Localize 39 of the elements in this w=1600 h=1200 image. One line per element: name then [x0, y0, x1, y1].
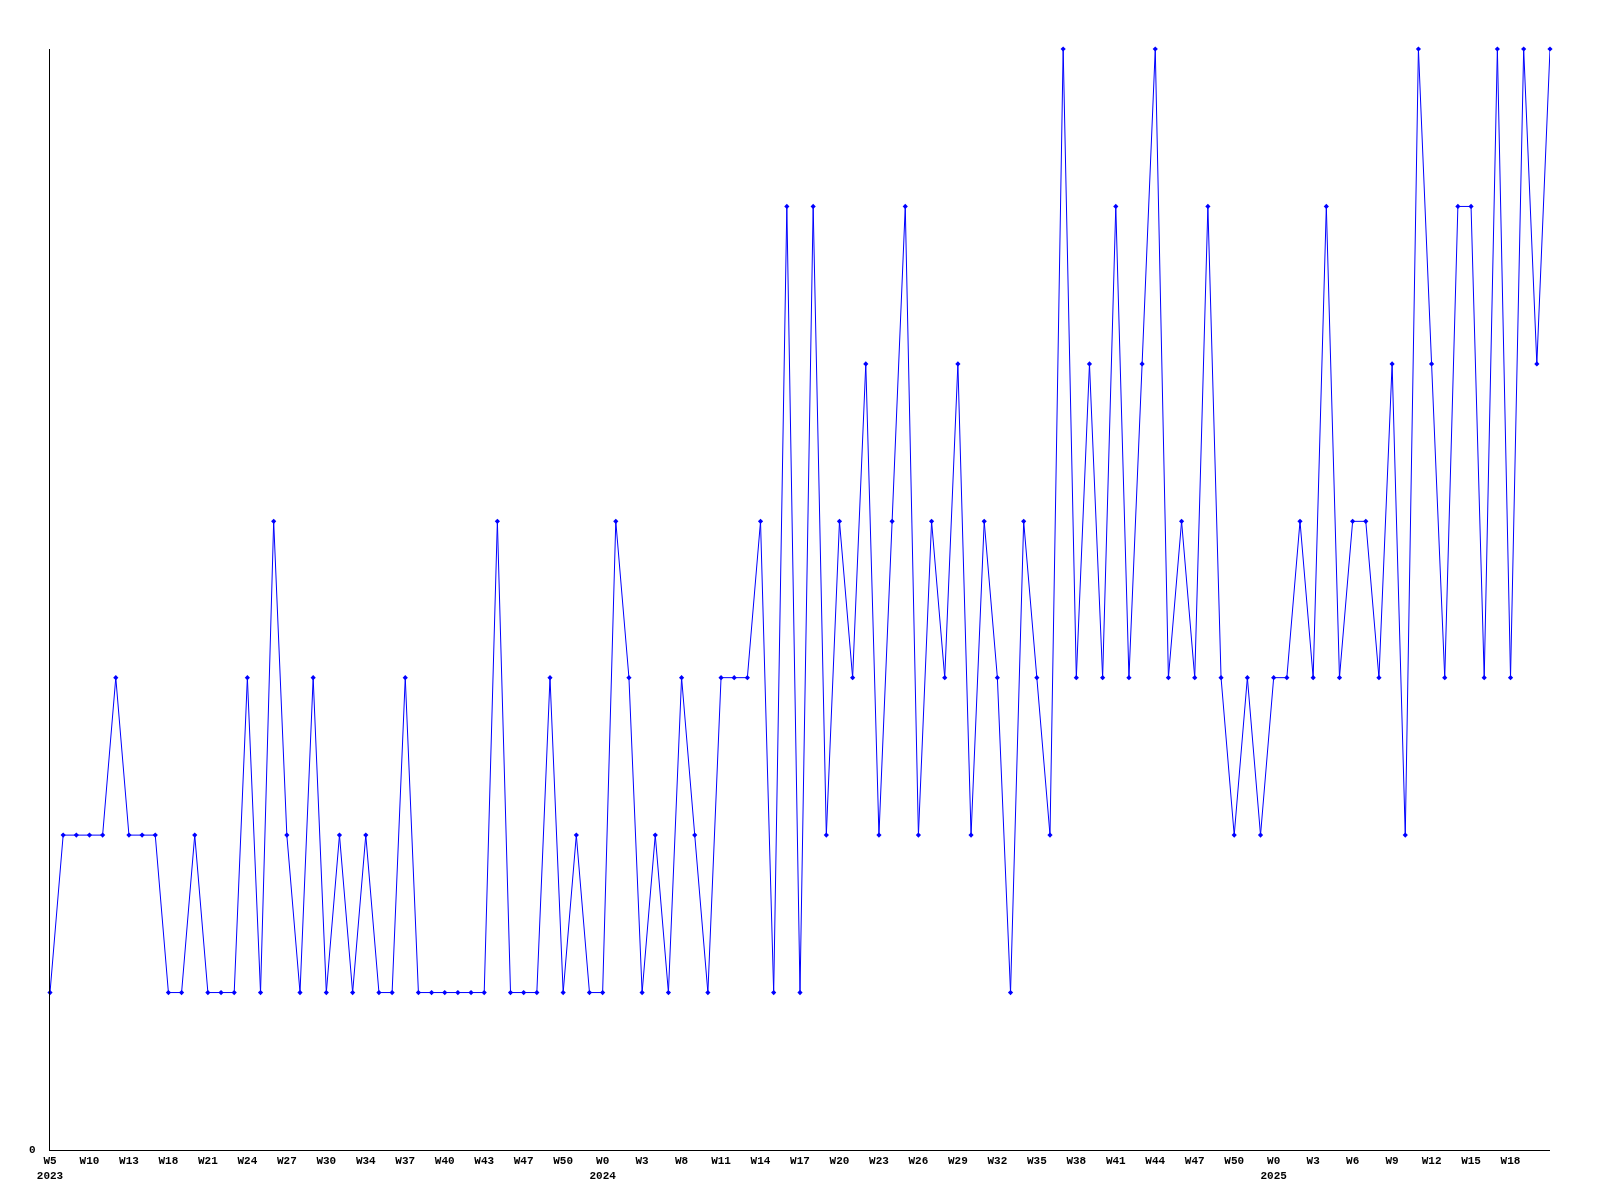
- x-tick-label: W43: [474, 1155, 495, 1168]
- x-tick-label: W38: [1066, 1155, 1087, 1168]
- x-tick-label: W17: [790, 1155, 810, 1168]
- x-tick-label: W50: [553, 1155, 574, 1168]
- x-tick-label: W18: [1500, 1155, 1521, 1168]
- x-tick-label: W41: [1105, 1155, 1127, 1168]
- x-tick-label: W3: [1306, 1155, 1321, 1168]
- x-tick-label: W47: [1184, 1155, 1205, 1168]
- x-tick-label: W15: [1461, 1155, 1482, 1168]
- x-tick-label: W11: [711, 1155, 732, 1168]
- x-tick-label: W8: [674, 1155, 689, 1168]
- x-tick-label: W30: [316, 1155, 337, 1168]
- x-tick-label: W18: [158, 1155, 179, 1168]
- x-tick-label: W12: [1421, 1155, 1442, 1168]
- x-tick-label: W20: [829, 1155, 850, 1168]
- x-tick-label: W0 2025: [1260, 1155, 1288, 1182]
- x-tick-label: W47: [513, 1155, 534, 1168]
- x-tick-label: W0 2024: [589, 1155, 617, 1182]
- x-tick-label: W32: [987, 1155, 1008, 1168]
- x-tick-label: W44: [1145, 1155, 1166, 1168]
- x-tick-label: W23: [869, 1155, 890, 1168]
- x-tick-label: W26: [908, 1155, 929, 1168]
- x-tick-label: W9: [1385, 1155, 1399, 1168]
- x-tick-label: W5 2023: [36, 1155, 64, 1182]
- x-tick-label: W14: [750, 1155, 771, 1168]
- x-tick-label: W40: [434, 1155, 455, 1168]
- x-tick-label: W35: [1026, 1155, 1048, 1168]
- x-tick-label: W6: [1346, 1155, 1360, 1168]
- x-tick-label: W29: [947, 1155, 968, 1168]
- x-tick-label: W27: [276, 1155, 297, 1168]
- x-tick-label: W3: [635, 1155, 650, 1168]
- text: 0: [29, 1144, 36, 1156]
- x-tick-label: W13: [119, 1155, 140, 1168]
- x-tick-label: W10: [79, 1155, 100, 1168]
- x-tick-label: W37: [395, 1155, 416, 1168]
- x-tick-label: W34: [355, 1155, 377, 1168]
- x-tick-label: W24: [237, 1155, 258, 1168]
- x-tick-label: W21: [197, 1155, 219, 1168]
- x-tick-label: W50: [1224, 1155, 1245, 1168]
